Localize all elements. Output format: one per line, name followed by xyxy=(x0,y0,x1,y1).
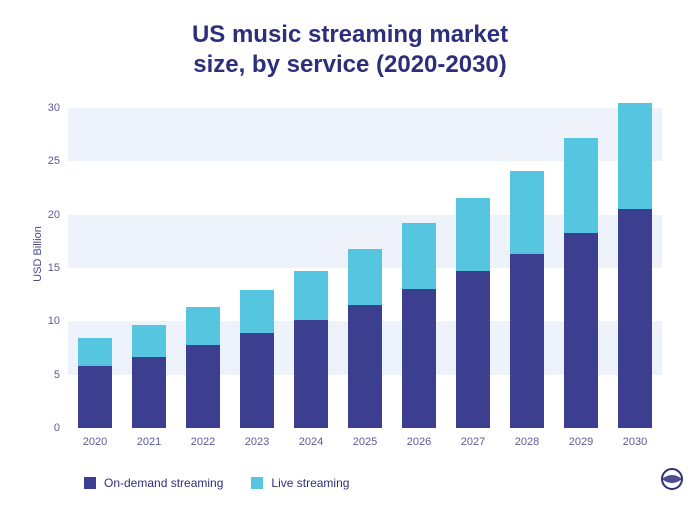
bar-segment xyxy=(618,209,651,428)
bar-stack xyxy=(618,103,651,428)
legend-swatch-live xyxy=(251,477,263,489)
bar-stack xyxy=(294,271,327,428)
bar-segment xyxy=(402,223,435,289)
legend-label-on-demand: On-demand streaming xyxy=(104,476,223,490)
bar-segment xyxy=(186,345,219,428)
bar-segment xyxy=(294,320,327,428)
bar-segment xyxy=(348,249,381,306)
x-tick-label: 2029 xyxy=(569,436,593,448)
x-tick-label: 2023 xyxy=(245,436,269,448)
bar-segment xyxy=(132,325,165,357)
chart-title-line1: US music streaming market xyxy=(0,20,700,50)
x-tick-label: 2026 xyxy=(407,436,431,448)
y-tick-label: 10 xyxy=(48,315,60,327)
x-tick-label: 2028 xyxy=(515,436,539,448)
y-tick-label: 15 xyxy=(48,262,60,274)
bar-stack xyxy=(132,325,165,428)
bar-stack xyxy=(456,198,489,428)
x-tick-label: 2030 xyxy=(623,436,647,448)
bar-segment xyxy=(348,305,381,428)
bar-column: 2027 xyxy=(446,108,500,428)
legend: On-demand streaming Live streaming xyxy=(84,476,349,490)
legend-swatch-on-demand xyxy=(84,477,96,489)
bar-stack xyxy=(510,171,543,428)
chart-container: US music streaming market size, by servi… xyxy=(0,0,700,508)
legend-label-live: Live streaming xyxy=(271,476,349,490)
bar-segment xyxy=(78,338,111,366)
x-tick-label: 2027 xyxy=(461,436,485,448)
bar-segment xyxy=(186,307,219,344)
bar-segment xyxy=(402,289,435,428)
brand-logo-icon xyxy=(658,465,686,498)
plot-area: 0510152025302020202120222023202420252026… xyxy=(68,108,662,428)
bars-group: 2020202120222023202420252026202720282029… xyxy=(68,108,662,428)
bar-column: 2028 xyxy=(500,108,554,428)
bar-stack xyxy=(564,138,597,428)
bar-segment xyxy=(240,333,273,428)
bar-stack xyxy=(240,290,273,428)
x-tick-label: 2020 xyxy=(83,436,107,448)
y-tick-label: 20 xyxy=(48,209,60,221)
x-tick-label: 2024 xyxy=(299,436,323,448)
bar-segment xyxy=(456,198,489,272)
x-tick-label: 2025 xyxy=(353,436,377,448)
chart-title: US music streaming market size, by servi… xyxy=(0,0,700,80)
bar-segment xyxy=(510,171,543,254)
y-tick-label: 0 xyxy=(54,422,60,434)
y-tick-label: 5 xyxy=(54,369,60,381)
bar-column: 2025 xyxy=(338,108,392,428)
bar-segment xyxy=(240,290,273,333)
y-tick-label: 30 xyxy=(48,102,60,114)
x-tick-label: 2021 xyxy=(137,436,161,448)
y-axis-label: USD Billion xyxy=(32,226,44,282)
bar-segment xyxy=(294,271,327,320)
bar-column: 2030 xyxy=(608,108,662,428)
bar-segment xyxy=(78,366,111,428)
y-tick-label: 25 xyxy=(48,155,60,167)
bar-column: 2023 xyxy=(230,108,284,428)
bar-segment xyxy=(564,233,597,428)
bar-column: 2021 xyxy=(122,108,176,428)
bar-column: 2026 xyxy=(392,108,446,428)
bar-stack xyxy=(78,338,111,428)
legend-item-on-demand: On-demand streaming xyxy=(84,476,223,490)
bar-segment xyxy=(132,357,165,428)
bar-segment xyxy=(564,138,597,233)
bar-stack xyxy=(186,307,219,428)
bar-stack xyxy=(402,223,435,428)
legend-item-live: Live streaming xyxy=(251,476,349,490)
x-tick-label: 2022 xyxy=(191,436,215,448)
bar-segment xyxy=(510,254,543,428)
bar-column: 2024 xyxy=(284,108,338,428)
bar-column: 2020 xyxy=(68,108,122,428)
bar-stack xyxy=(348,249,381,428)
bar-column: 2022 xyxy=(176,108,230,428)
bar-segment xyxy=(456,271,489,428)
chart-title-line2: size, by service (2020-2030) xyxy=(0,50,700,80)
bar-column: 2029 xyxy=(554,108,608,428)
bar-segment xyxy=(618,103,651,210)
